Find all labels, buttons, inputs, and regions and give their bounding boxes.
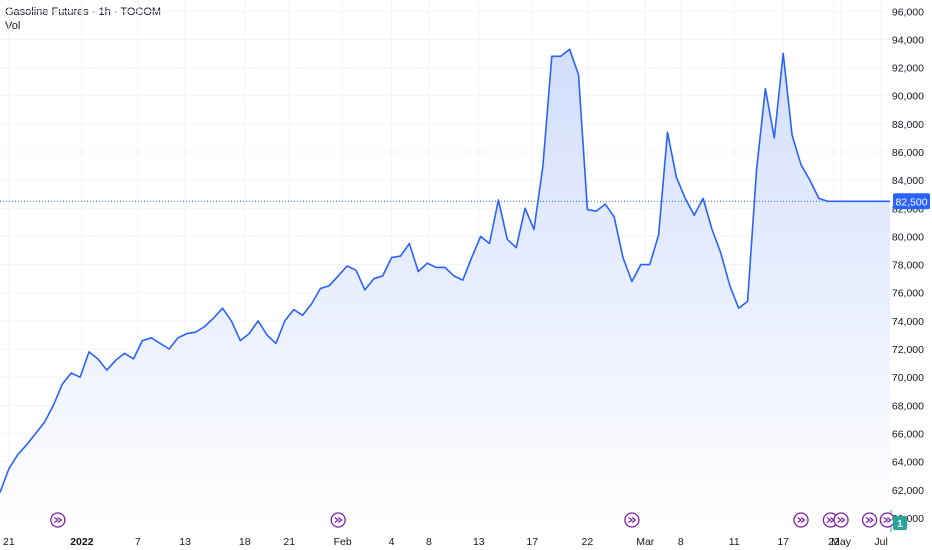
y-tick-label: 90,000 <box>892 91 924 103</box>
fast-forward-icon <box>837 517 846 523</box>
fast-forward-icon <box>628 517 637 523</box>
fast-forward-icon <box>883 517 892 523</box>
y-tick-label: 76,000 <box>892 288 924 300</box>
last-price-label: 82,500 <box>895 196 927 208</box>
y-tick-label: 80,000 <box>892 231 924 243</box>
last-price-tag: 82,500 <box>893 193 930 210</box>
price-line <box>0 48 890 493</box>
x-tick-label: 4 <box>389 536 395 548</box>
x-tick-label: 21 <box>3 536 15 548</box>
y-tick-label: 78,000 <box>892 260 924 272</box>
notification-count: 1 <box>897 519 903 530</box>
y-tick-label: 64,000 <box>892 457 924 469</box>
x-tick-label: 18 <box>239 536 251 548</box>
fast-forward-icon <box>54 517 63 523</box>
y-tick-label: 62,000 <box>892 485 924 497</box>
y-tick-label: 74,000 <box>892 316 924 328</box>
y-tick-label: 92,000 <box>892 63 924 75</box>
event-marker[interactable] <box>793 512 809 528</box>
event-marker[interactable] <box>50 512 66 528</box>
x-tick-label: May <box>831 536 852 548</box>
fast-forward-icon <box>797 517 806 523</box>
x-tick-label: 8 <box>678 536 684 548</box>
x-tick-label: 8 <box>426 536 432 548</box>
y-tick-label: 96,000 <box>892 6 924 18</box>
x-tick-label: 17 <box>777 536 789 548</box>
x-tick-label: 22 <box>828 536 840 548</box>
x-tick-label: 2022 <box>70 536 94 548</box>
x-tick-label: 13 <box>473 536 485 548</box>
y-tick-label: 68,000 <box>892 400 924 412</box>
event-marker[interactable] <box>833 512 849 528</box>
notification-badge[interactable]: 1 <box>893 516 907 530</box>
y-tick-label: 66,000 <box>892 428 924 440</box>
y-tick-label: 86,000 <box>892 147 924 159</box>
y-tick-label: 84,000 <box>892 175 924 187</box>
y-tick-label: 72,000 <box>892 344 924 356</box>
event-marker[interactable] <box>861 512 878 528</box>
y-tick-label: 70,000 <box>892 372 924 384</box>
x-tick-label: 21 <box>283 536 295 548</box>
x-tick-label: 11 <box>729 536 740 548</box>
x-tick-label: Jul <box>874 536 887 548</box>
price-area <box>0 49 890 533</box>
event-marker[interactable] <box>624 512 640 528</box>
fast-forward-icon <box>865 517 875 523</box>
x-tick-label: 13 <box>179 536 191 548</box>
x-tick-label: 17 <box>526 536 538 548</box>
x-tick-label: 22 <box>582 536 594 548</box>
fast-forward-icon <box>334 517 343 523</box>
chart-title: Gasoline Futures · 1h · TOCOM <box>5 6 162 18</box>
y-tick-label: 94,000 <box>892 34 924 46</box>
x-tick-label: Mar <box>636 536 655 548</box>
x-tick-label: Feb <box>334 536 352 548</box>
event-marker[interactable] <box>330 512 346 528</box>
x-tick-label: 7 <box>135 536 141 548</box>
y-tick-label: 88,000 <box>892 119 924 131</box>
